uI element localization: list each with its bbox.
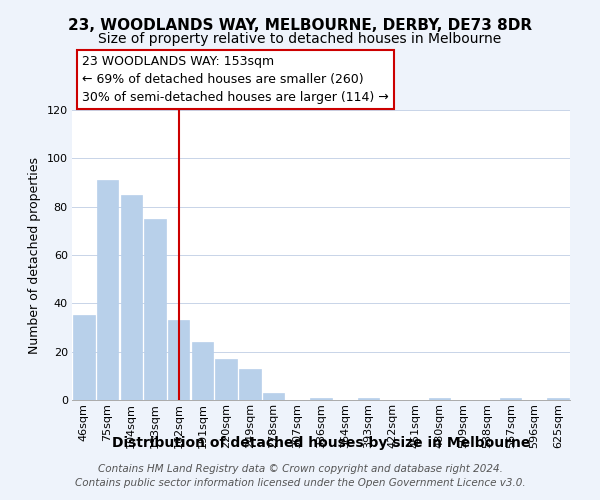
Bar xyxy=(429,398,450,400)
Bar xyxy=(73,316,95,400)
Bar xyxy=(121,194,142,400)
Bar xyxy=(500,398,521,400)
Bar xyxy=(192,342,213,400)
Bar xyxy=(97,180,118,400)
Bar xyxy=(239,368,260,400)
Text: Distribution of detached houses by size in Melbourne: Distribution of detached houses by size … xyxy=(112,436,530,450)
Bar xyxy=(145,219,166,400)
Text: 23 WOODLANDS WAY: 153sqm
← 69% of detached houses are smaller (260)
30% of semi-: 23 WOODLANDS WAY: 153sqm ← 69% of detach… xyxy=(82,55,389,104)
Text: 23, WOODLANDS WAY, MELBOURNE, DERBY, DE73 8DR: 23, WOODLANDS WAY, MELBOURNE, DERBY, DE7… xyxy=(68,18,532,32)
Text: Contains HM Land Registry data © Crown copyright and database right 2024.
Contai: Contains HM Land Registry data © Crown c… xyxy=(74,464,526,487)
Bar xyxy=(547,398,569,400)
Y-axis label: Number of detached properties: Number of detached properties xyxy=(28,156,41,354)
Bar xyxy=(168,320,190,400)
Bar xyxy=(310,398,332,400)
Bar xyxy=(263,393,284,400)
Bar xyxy=(358,398,379,400)
Text: Size of property relative to detached houses in Melbourne: Size of property relative to detached ho… xyxy=(98,32,502,46)
Bar xyxy=(215,359,237,400)
